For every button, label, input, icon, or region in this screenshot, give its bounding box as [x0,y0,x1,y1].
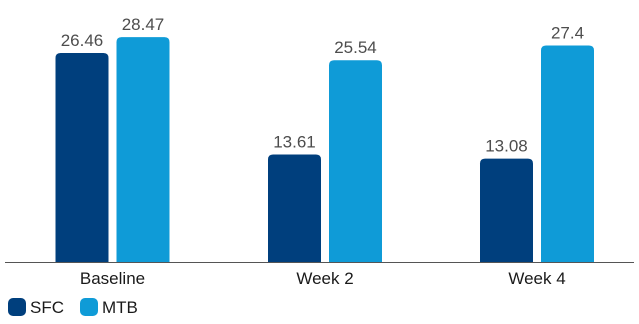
bar-mtb-baseline [116,37,170,262]
x-tick-label: Week 2 [296,269,353,288]
bar-mtb-week-2 [329,60,382,262]
data-label: 13.61 [273,132,316,151]
bar-mtb-week-4 [541,45,594,262]
data-label: 13.08 [485,137,528,156]
data-label: 27.4 [551,24,584,43]
legend-swatch-mtb [80,298,98,316]
data-label: 26.46 [61,31,104,50]
legend-label-mtb: MTB [102,298,138,317]
bar-sfc-week-2 [268,154,321,262]
legend-swatch-sfc [8,298,26,316]
legend-label-sfc: SFC [30,298,64,317]
plot-area: 26.46 28.47 13.61 25.54 13.08 27.4 [55,15,594,262]
x-axis-ticks: Baseline Week 2 Week 4 [80,269,566,288]
legend: SFC MTB [8,298,138,317]
data-label: 28.47 [122,15,165,34]
x-tick-label: Baseline [80,269,145,288]
x-tick-label: Week 4 [508,269,565,288]
bar-sfc-week-4 [480,158,533,262]
bar-sfc-baseline [55,52,109,262]
data-label: 25.54 [334,38,377,57]
